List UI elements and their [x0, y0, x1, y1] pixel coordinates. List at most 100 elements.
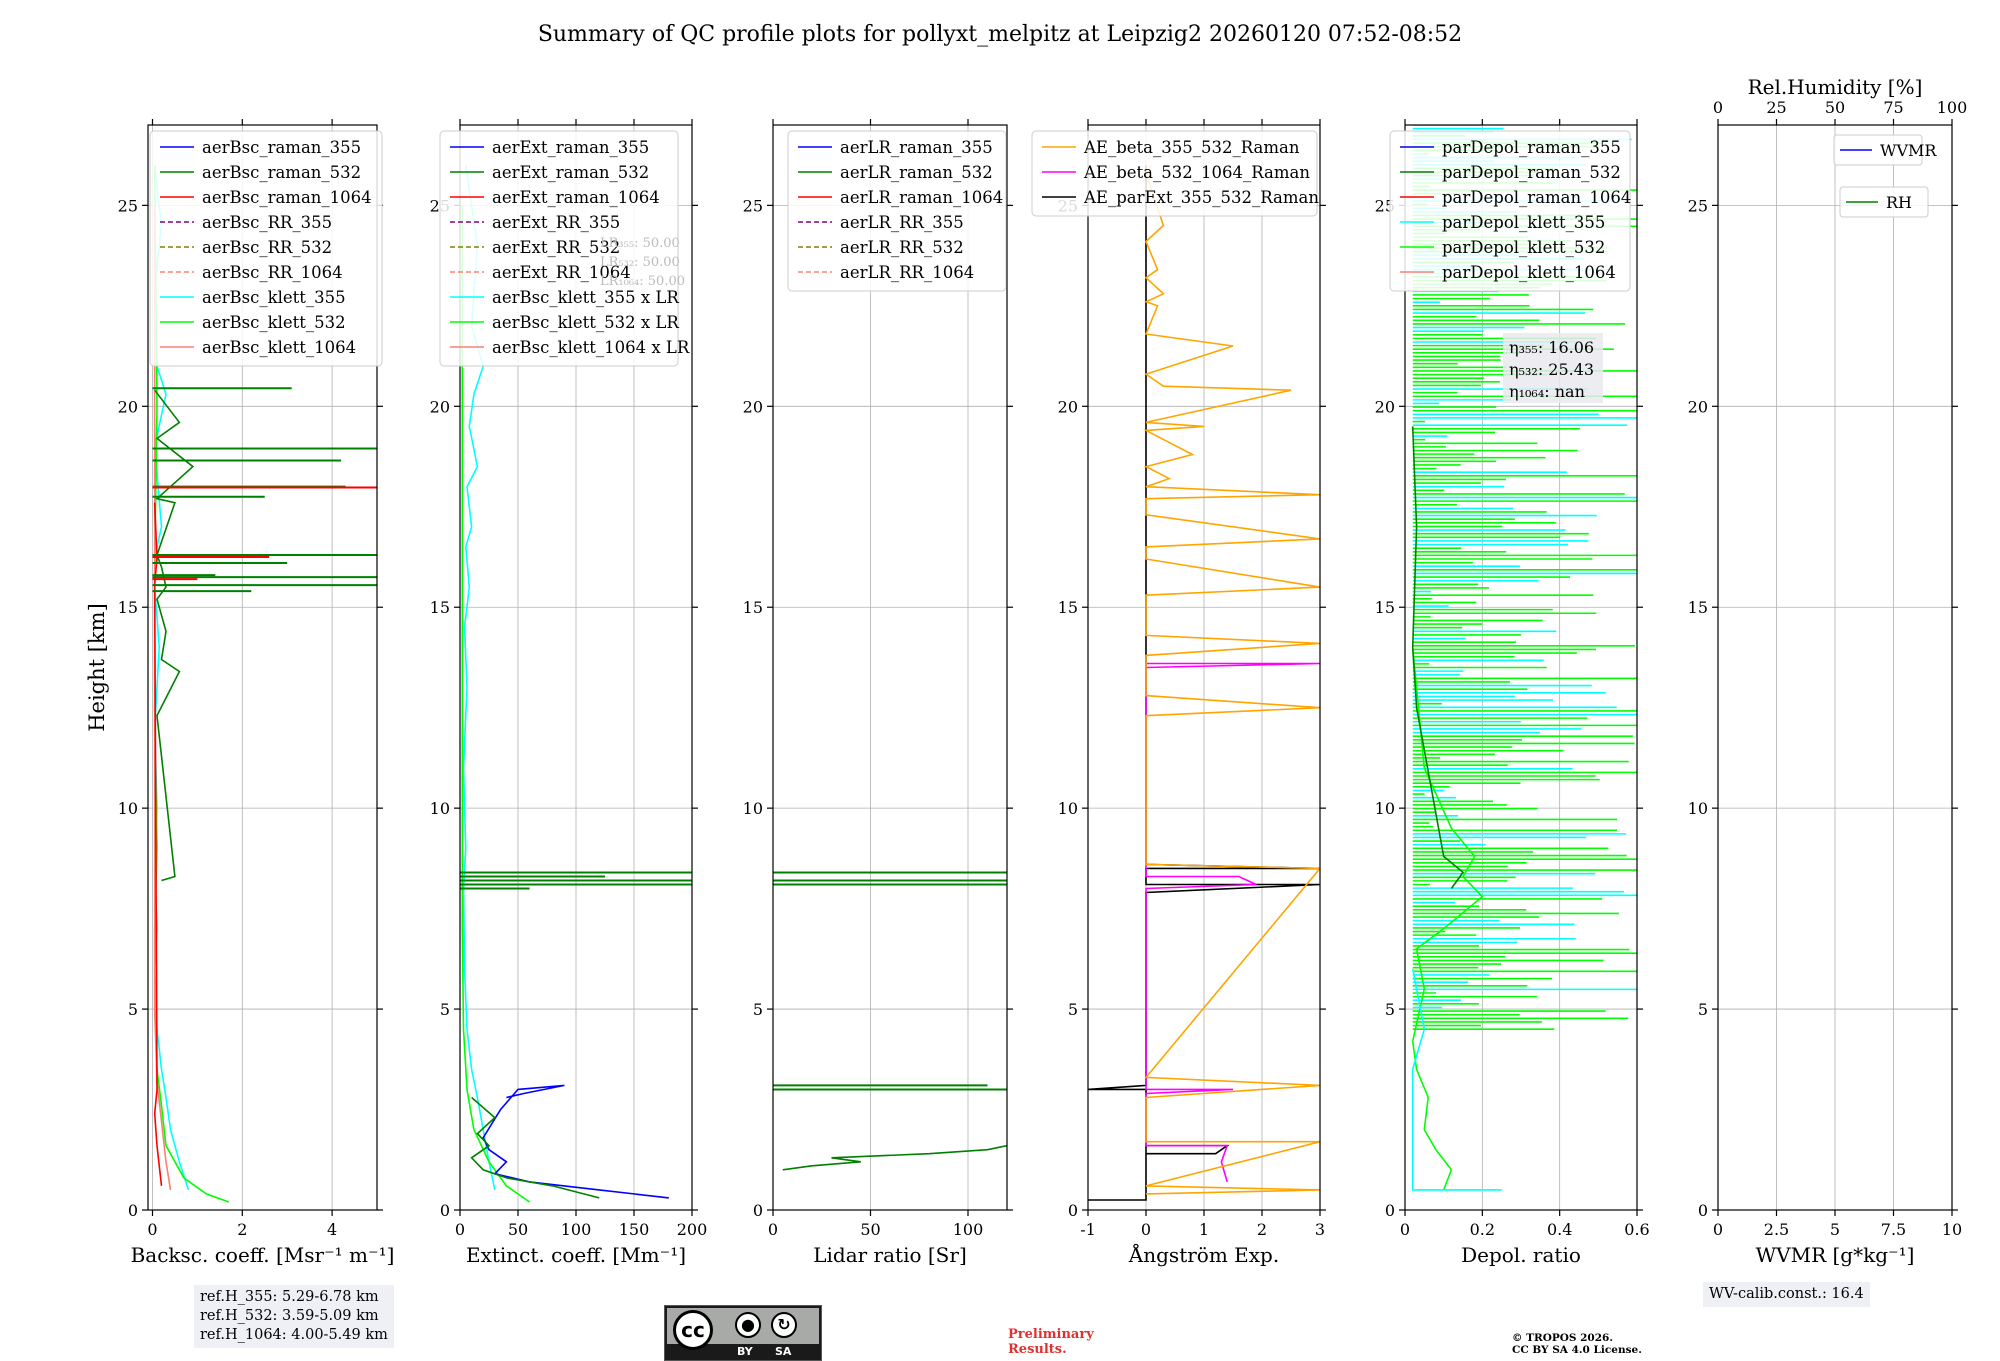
legend-depol: parDepol_raman_355 parDepol_raman_532 parD…: [1389, 130, 1631, 292]
x-tick-label: 50: [860, 1220, 880, 1239]
x-tick-label: 100: [953, 1220, 984, 1239]
legend-label: aerLR_raman_355: [840, 138, 993, 157]
chart-panel-ae: -101230510152025Ångström Exp.AE_beta_355…: [1031, 119, 1326, 1267]
y-tick-label: 5: [753, 1000, 763, 1019]
legend-label: aerLR_RR_532: [840, 238, 964, 257]
y-tick-label: 10: [118, 799, 138, 818]
x-tick-label: 2: [1257, 1220, 1267, 1239]
y-tick-label: 5: [1068, 1000, 1078, 1019]
plot-area-ae: [1088, 164, 1320, 1201]
legend-label: parDepol_raman_355: [1442, 138, 1621, 157]
legend-box: [1839, 186, 1929, 218]
y-tick-label: 5: [1698, 1000, 1708, 1019]
x-tick-label: 0: [1713, 1220, 1723, 1239]
legend-label: AE_beta_532_1064_Raman: [1083, 163, 1310, 182]
eta-annotation: η₃₅₅: 16.06: [1509, 338, 1594, 357]
series-parDepol_klett_355: [1411, 968, 1502, 1191]
series-AE_parExt_355_532_Raman: [1088, 165, 1320, 1201]
x2-tick-label: 50: [1825, 98, 1845, 117]
legend-label: parDepol_raman_1064: [1442, 188, 1631, 207]
plot-area-ext: [460, 165, 692, 1203]
legend-label: aerBsc_klett_532 x LR: [492, 313, 679, 332]
y-tick-label: 15: [118, 598, 138, 617]
legend-label: aerLR_RR_1064: [840, 263, 974, 282]
legend-label: parDepol_klett_532: [1442, 238, 1605, 257]
y-tick-label: 20: [743, 397, 763, 416]
x-tick-label: 200: [677, 1220, 708, 1239]
y-tick-label: 15: [1375, 598, 1395, 617]
series-AE_beta_355_532_Raman: [1143, 164, 1320, 1195]
x2-tick-label: 0: [1713, 98, 1723, 117]
copyright-line-1: © TROPOS 2026.: [1512, 1332, 1614, 1344]
x-tick-label: -1: [1080, 1220, 1096, 1239]
legend-box: [1389, 130, 1631, 292]
x-tick-label: 0: [1400, 1220, 1410, 1239]
y-tick-label: 20: [1688, 397, 1708, 416]
x-axis-label: Extinct. coeff. [Mm⁻¹]: [466, 1243, 686, 1267]
legend-label: aerExt_RR_532: [492, 238, 620, 257]
plot-area-bsc: [152, 165, 377, 1203]
lr-annotation: LR₃₅₅: 50.00: [600, 236, 680, 251]
y-tick-label: 0: [440, 1201, 450, 1220]
cc-logo-icon: cc: [673, 1310, 713, 1350]
legend-label: aerBsc_RR_1064: [202, 263, 343, 282]
legend-box: [787, 130, 1007, 292]
legend-label: aerBsc_klett_1064: [202, 338, 356, 357]
y-tick-label: 5: [1385, 1000, 1395, 1019]
x-axis-label: Ångström Exp.: [1128, 1242, 1279, 1267]
eta-annotation: η₅₃₂: 25.43: [1509, 360, 1594, 379]
eta-annotation: η₁₀₆₄: nan: [1509, 382, 1585, 401]
x-tick-label: 0: [768, 1220, 778, 1239]
legend-label: aerExt_RR_355: [492, 213, 620, 232]
legend-label: aerBsc_klett_355: [202, 288, 346, 307]
y-tick-label: 10: [1688, 799, 1708, 818]
x2-tick-label: 75: [1883, 98, 1903, 117]
series-aerBsc_raman_532: [154, 389, 195, 882]
y-tick-label: 0: [128, 1201, 138, 1220]
x-tick-label: 5: [1830, 1220, 1840, 1239]
series-parDepol_raman_532: [1411, 426, 1465, 889]
y-tick-label: 10: [1058, 799, 1078, 818]
legend-label: aerBsc_RR_532: [202, 238, 332, 257]
cc-logo-text: cc: [681, 1318, 705, 1342]
x-tick-label: 100: [561, 1220, 592, 1239]
ref-height-532: ref.H_532: 3.59-5.09 km: [200, 1308, 379, 1324]
cc-license-badge: cc ● ↻ BY SA: [664, 1305, 822, 1361]
legend-box: [439, 130, 679, 367]
chart-panel-bsc: 0 2 4 0 5 10 15 20 25 Backsc. coeff. [Msr⁻¹ m⁻¹] a…: [118, 119, 394, 1267]
ref-height-1064: ref.H_1064: 4.00-5.49 km: [200, 1327, 388, 1343]
legend-label: aerBsc_raman_1064: [202, 188, 372, 207]
legend-label: aerBsc_klett_1064 x LR: [492, 338, 690, 357]
plot-area-lr: [773, 871, 1007, 1171]
x-axis-label: WVMR [g*kg⁻¹]: [1756, 1243, 1915, 1267]
x-tick-label: 0.6: [1624, 1220, 1649, 1239]
lr-annotation: LR₅₃₂: 50.00: [600, 255, 680, 270]
series-aerBsc_raman_1064: [153, 502, 163, 1186]
legend-label: aerBsc_klett_355 x LR: [492, 288, 679, 307]
x-tick-label: 50: [508, 1220, 528, 1239]
legend-label: aerBsc_raman_532: [202, 163, 361, 182]
chart-panel-ext: 0501001502000510152025Extinct. coeff. [M…: [430, 119, 708, 1267]
legend-label: parDepol_klett_355: [1442, 213, 1605, 232]
y-tick-label: 0: [753, 1201, 763, 1220]
preliminary-line-1: Preliminary: [1008, 1327, 1094, 1342]
y-tick-label: 20: [118, 397, 138, 416]
legend-RH: RH: [1839, 186, 1929, 218]
preliminary-line-2: Results.: [1008, 1342, 1067, 1357]
x-tick-label: 2: [237, 1220, 247, 1239]
y-tick-label: 10: [430, 799, 450, 818]
y-tick-label: 10: [743, 799, 763, 818]
ref-height-355: ref.H_355: 5.29-6.78 km: [200, 1289, 379, 1305]
legend-WVMR: WVMR: [1833, 134, 1937, 166]
series-aerExt_raman_532: [470, 1096, 600, 1199]
series-aerBsc_klett_355 x LR: [462, 165, 496, 1191]
y-tick-label: 25: [743, 196, 763, 215]
series-parDepol_klett_532: [1411, 647, 1484, 1191]
x-tick-label: 0: [147, 1220, 157, 1239]
legend-label: aerLR_RR_355: [840, 213, 964, 232]
legend-label: aerExt_RR_1064: [492, 263, 631, 282]
y-tick-label: 15: [430, 598, 450, 617]
y-tick-label: 5: [440, 1000, 450, 1019]
copyright-note: © TROPOS 2026. CC BY SA 4.0 License.: [1512, 1332, 1642, 1356]
